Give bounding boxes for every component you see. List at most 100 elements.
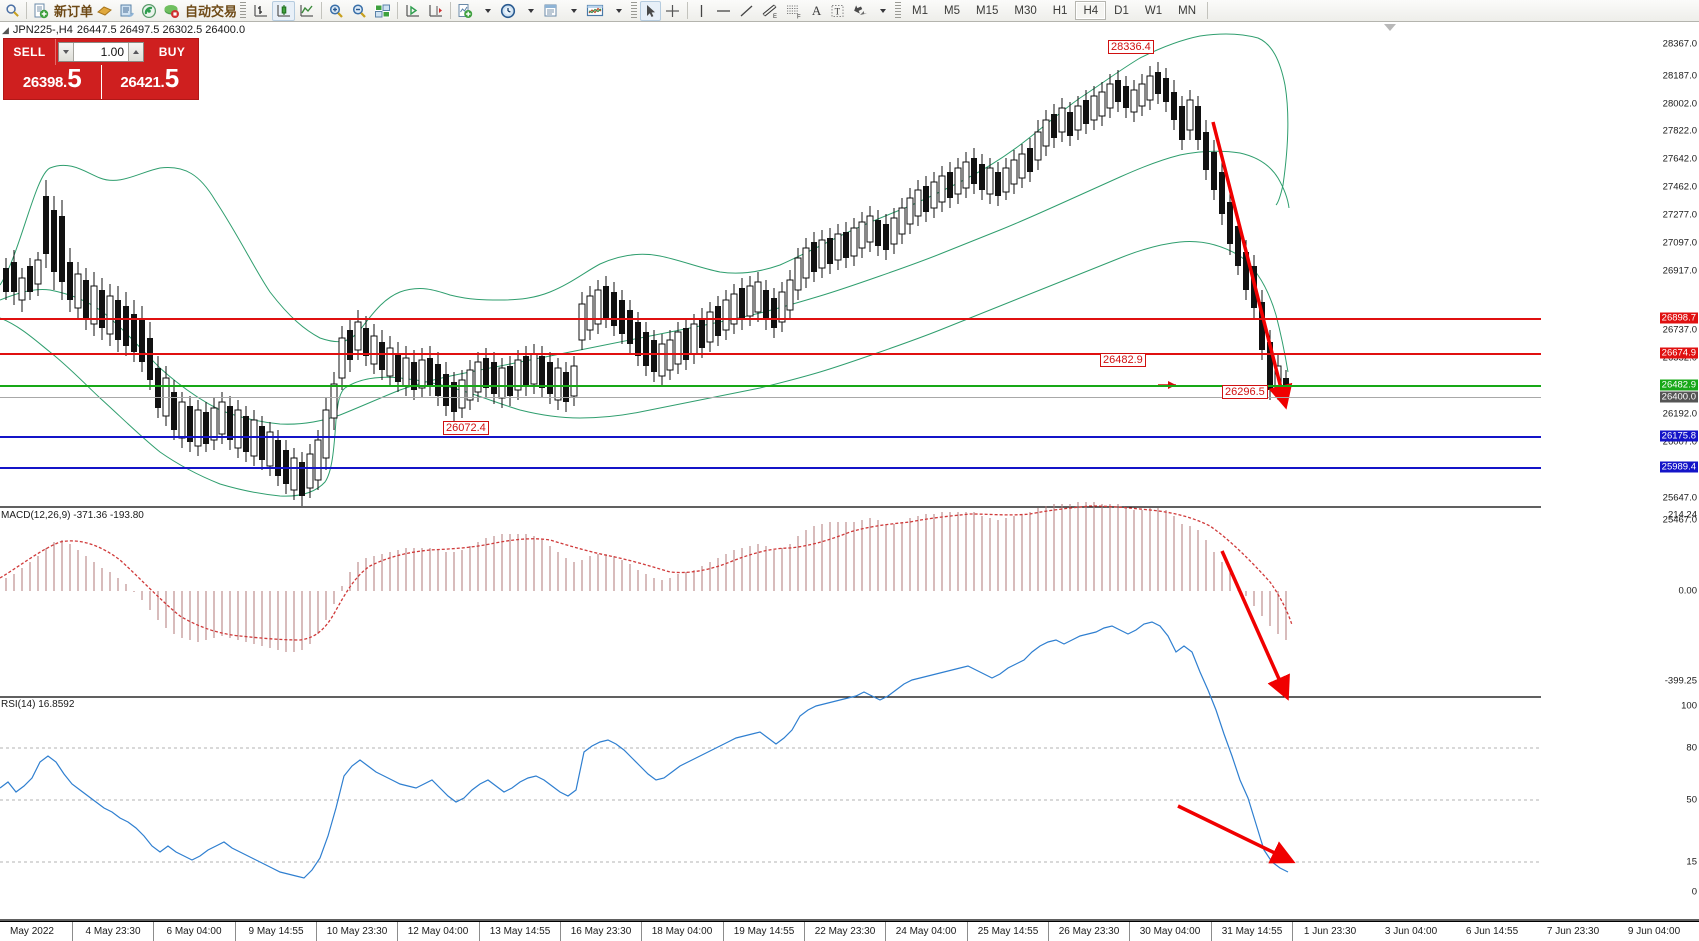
zoom-out-icon[interactable]: [348, 1, 371, 21]
chart-settings-icon[interactable]: [583, 1, 607, 21]
price-tag-26674[interactable]: 26674.9: [1659, 347, 1698, 359]
terminal-icon[interactable]: [116, 1, 138, 21]
rsi-indicator-label: RSI(14) 16.8592: [1, 699, 75, 710]
main-pane-down-arrow[interactable]: [1211, 121, 1293, 410]
svg-text:F: F: [797, 14, 801, 19]
auto-trading-label[interactable]: 自动交易: [185, 4, 238, 19]
sell-price[interactable]: 26398 . 5: [4, 65, 101, 99]
price-tag-26175[interactable]: 26175.8: [1659, 430, 1698, 442]
timeframe-d1[interactable]: D1: [1114, 4, 1129, 17]
chart-symbol-label: JPN225-,H4: [12, 24, 73, 36]
level-line-26400[interactable]: [0, 397, 1541, 398]
fibonacci-icon[interactable]: F: [782, 1, 806, 21]
buy-button[interactable]: BUY: [158, 45, 186, 59]
candlestick-chart-icon[interactable]: [272, 0, 296, 21]
sell-button[interactable]: SELL: [4, 39, 56, 65]
price-tick: 26192.0: [1662, 408, 1697, 420]
timeframe-h4[interactable]: H4: [1075, 1, 1107, 20]
time-separator: [1048, 922, 1049, 941]
scroll-to-end-icon[interactable]: [401, 1, 424, 21]
arrows-shapes-icon[interactable]: [848, 1, 871, 21]
text-label-icon[interactable]: A: [811, 2, 822, 18]
new-order-label[interactable]: 新订单: [54, 4, 94, 19]
chart-settings-caret[interactable]: [607, 1, 628, 21]
annotation-26072[interactable]: 26072.4: [443, 421, 489, 435]
new-order-icon[interactable]: [30, 1, 52, 21]
time-label: 31 May 14:55: [1221, 926, 1283, 937]
auto-trading-icon[interactable]: [160, 1, 183, 21]
timeframe-m15[interactable]: M15: [976, 4, 999, 17]
candlestick-series: [3, 62, 1289, 506]
templates-dropdown-caret[interactable]: [562, 1, 583, 21]
annotation-26296[interactable]: 26296.5: [1222, 385, 1268, 399]
period-dropdown-caret[interactable]: [519, 1, 540, 21]
toolbar-grip[interactable]: [240, 2, 247, 19]
timeframe-m30[interactable]: M30: [1014, 4, 1037, 17]
price-tag-26400[interactable]: 26400.0: [1659, 391, 1698, 403]
add-indicator-icon[interactable]: [454, 1, 476, 21]
trendline-icon[interactable]: [735, 1, 758, 21]
price-tick: 25467.0: [1662, 514, 1697, 526]
macd-indicator-label: MACD(12,26,9) -371.36 -193.80: [1, 510, 144, 521]
rsi-tick: 50: [1686, 794, 1697, 806]
signals-icon[interactable]: [138, 1, 160, 21]
buy-price[interactable]: 26421 . 5: [102, 65, 199, 99]
vertical-line-icon[interactable]: [691, 1, 712, 21]
rsi-down-arrow[interactable]: [1177, 804, 1296, 864]
line-chart-icon[interactable]: [295, 1, 318, 21]
annotation-26482[interactable]: 26482.9: [1100, 353, 1146, 367]
shapes-dropdown-caret[interactable]: [871, 1, 892, 21]
toolbar-separator: [397, 2, 399, 19]
toolbar-grip[interactable]: [895, 2, 902, 19]
time-scale[interactable]: May 2022 4 May 23:30 6 May 04:00 9 May 1…: [0, 921, 1699, 941]
level-line-26175[interactable]: [0, 436, 1541, 438]
channel-letter: E: [773, 14, 777, 19]
price-tag-25989[interactable]: 25989.4: [1659, 461, 1698, 473]
timeframe-m1[interactable]: M1: [912, 4, 929, 17]
indicator-dropdown-caret[interactable]: [476, 1, 497, 21]
text-box-icon[interactable]: T: [827, 1, 848, 21]
period-clock-icon[interactable]: [497, 1, 519, 21]
volume-stepper[interactable]: 1.00: [58, 42, 144, 62]
horizontal-line-icon[interactable]: [712, 1, 735, 21]
time-label: 9 May 14:55: [248, 926, 304, 937]
bar-chart-icon[interactable]: [249, 1, 272, 21]
volume-increase-button[interactable]: [128, 43, 143, 61]
time-label: 1 Jun 23:30: [1303, 926, 1357, 937]
price-tick: 28187.0: [1662, 70, 1697, 82]
timeframe-h1[interactable]: H1: [1052, 4, 1068, 17]
level-line-26674[interactable]: [0, 353, 1541, 355]
macd-down-arrow[interactable]: [1220, 550, 1290, 701]
time-separator: [153, 922, 154, 941]
time-label: 6 May 04:00: [166, 926, 222, 937]
search-icon[interactable]: [2, 1, 23, 21]
timeframe-mn[interactable]: MN: [1178, 4, 1196, 17]
cursor-icon[interactable]: [640, 0, 662, 21]
time-separator: [723, 922, 724, 941]
zoom-in-icon[interactable]: [325, 1, 348, 21]
templates-icon[interactable]: [540, 1, 562, 21]
annotation-28336[interactable]: 28336.4: [1108, 40, 1154, 54]
time-separator: [72, 922, 73, 941]
time-label: 12 May 04:00: [407, 926, 469, 937]
equidistant-channel-icon[interactable]: E: [758, 1, 782, 21]
bollinger-middle-band: [0, 150, 1290, 425]
toolbar-grip[interactable]: [631, 2, 638, 19]
crosshair-icon[interactable]: [661, 1, 684, 21]
price-tag-26482[interactable]: 26482.9: [1659, 379, 1698, 391]
trade-panel-divider: [100, 65, 102, 99]
volume-decrease-button[interactable]: [59, 43, 74, 61]
toolbar-separator: [450, 2, 452, 19]
level-line-25989[interactable]: [0, 467, 1541, 469]
level-line-26898[interactable]: [0, 318, 1541, 320]
chart-shift-icon[interactable]: [424, 1, 447, 21]
time-label: 26 May 23:30: [1058, 926, 1120, 937]
timeframe-w1[interactable]: W1: [1144, 4, 1163, 17]
price-tag-26898[interactable]: 26898.7: [1659, 312, 1698, 324]
volume-value[interactable]: 1.00: [100, 45, 124, 59]
level-line-26482[interactable]: [0, 385, 1541, 387]
sandglass-icon[interactable]: [93, 1, 116, 21]
tile-windows-icon[interactable]: [371, 1, 394, 21]
timeframe-m5[interactable]: M5: [944, 4, 960, 17]
